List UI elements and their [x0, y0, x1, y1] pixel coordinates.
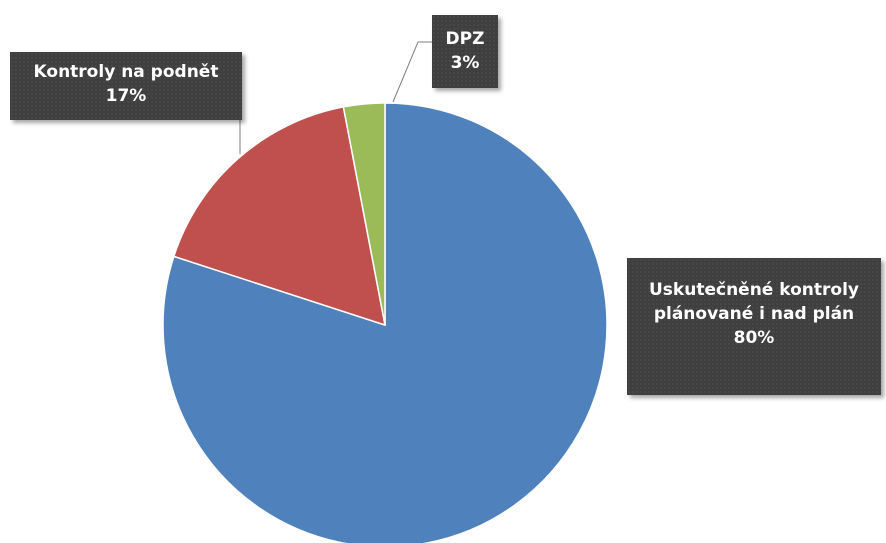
- pie-slice: [342, 102, 386, 326]
- pie-slice: [172, 106, 386, 327]
- pie: [162, 102, 608, 543]
- category-label: Kontroly na podnět: [33, 62, 219, 82]
- data-label: Kontroly na podnět 17%: [10, 52, 242, 120]
- data-label: DPZ 3%: [432, 15, 498, 88]
- value-label: 3%: [450, 53, 480, 73]
- data-label: Uskutečněné kontroly plánované i nad plá…: [627, 258, 881, 395]
- value-label: 80%: [733, 328, 775, 348]
- category-label: DPZ: [445, 29, 485, 49]
- category-label: Uskutečněné kontroly plánované i nad plá…: [649, 280, 859, 324]
- value-label: 17%: [105, 86, 147, 106]
- leader-line: [392, 41, 432, 103]
